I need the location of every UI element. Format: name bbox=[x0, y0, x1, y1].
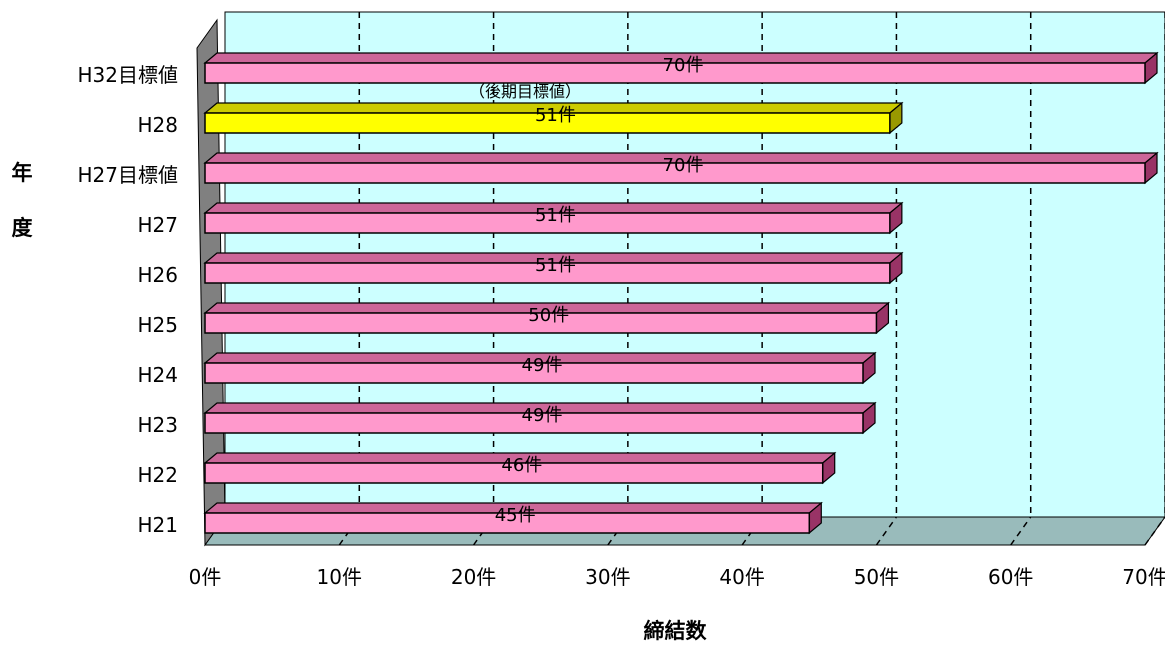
floor-gridline bbox=[472, 516, 495, 546]
annotation-label: （後期目標値） bbox=[469, 82, 581, 101]
x-tick-label: 40件 bbox=[719, 565, 764, 589]
floor-gridline bbox=[1010, 516, 1032, 546]
category-label: H25 bbox=[138, 313, 179, 337]
category-label: H26 bbox=[138, 263, 179, 287]
category-label: H27目標値 bbox=[78, 163, 179, 187]
bar-front bbox=[204, 462, 824, 484]
floor-gridline bbox=[607, 516, 629, 546]
y-axis-title-char: 度 bbox=[12, 216, 33, 240]
bar bbox=[203, 101, 904, 135]
bar-front bbox=[204, 512, 811, 534]
category-label: H23 bbox=[138, 413, 179, 437]
bar-front bbox=[204, 62, 1146, 84]
data-label: 46件 bbox=[501, 455, 542, 476]
bar-front bbox=[204, 212, 891, 234]
bar bbox=[203, 451, 837, 485]
bar bbox=[203, 351, 877, 385]
data-label: 70件 bbox=[663, 155, 704, 176]
data-label: 70件 bbox=[663, 55, 704, 76]
y-axis-title-char: 年 bbox=[12, 161, 33, 185]
bar-front bbox=[204, 312, 878, 334]
floor-gridline bbox=[338, 516, 360, 546]
bar bbox=[203, 301, 891, 335]
floor-gridline bbox=[1144, 516, 1165, 546]
floor-gridline bbox=[875, 516, 898, 546]
data-label: 51件 bbox=[535, 255, 576, 276]
bar-front bbox=[204, 362, 864, 384]
category-label: H21 bbox=[138, 513, 179, 537]
data-label: 49件 bbox=[522, 405, 563, 426]
x-axis-title: 締結数 bbox=[644, 619, 708, 643]
bar bbox=[203, 251, 904, 285]
bar bbox=[203, 151, 1159, 185]
x-tick-label: 0件 bbox=[189, 565, 222, 589]
bar bbox=[203, 51, 1159, 85]
data-label: 50件 bbox=[528, 305, 569, 326]
category-label: H32目標値 bbox=[78, 63, 179, 87]
bar-front bbox=[204, 162, 1146, 184]
labels: 0件 10件 20件 30件 40件 50件 60件 70件 45件 H21 46件 H22 49件 H2… bbox=[78, 55, 1165, 589]
x-tick-label: 20件 bbox=[451, 565, 496, 589]
data-label: 51件 bbox=[535, 205, 576, 226]
data-label: 51件 bbox=[535, 105, 576, 126]
category-label: H22 bbox=[138, 463, 179, 487]
x-tick-label: 10件 bbox=[317, 565, 362, 589]
data-label: 45件 bbox=[495, 505, 536, 526]
x-tick-label: 50件 bbox=[854, 565, 899, 589]
bar bbox=[203, 201, 904, 235]
bar-front bbox=[204, 412, 864, 434]
bar-front bbox=[204, 112, 891, 134]
category-label: H28 bbox=[138, 113, 179, 137]
category-label: H27 bbox=[138, 213, 179, 237]
bar-front bbox=[204, 262, 891, 284]
x-tick-label: 70件 bbox=[1122, 565, 1165, 589]
category-label: H24 bbox=[138, 363, 179, 387]
x-tick-label: 60件 bbox=[988, 565, 1033, 589]
bars bbox=[203, 51, 1159, 535]
bar bbox=[203, 501, 823, 535]
x-tick-label: 30件 bbox=[585, 565, 630, 589]
data-label: 49件 bbox=[522, 355, 563, 376]
bar bbox=[203, 401, 877, 435]
y-axis-title: 年度 bbox=[12, 161, 33, 240]
floor-gridline bbox=[741, 516, 763, 546]
